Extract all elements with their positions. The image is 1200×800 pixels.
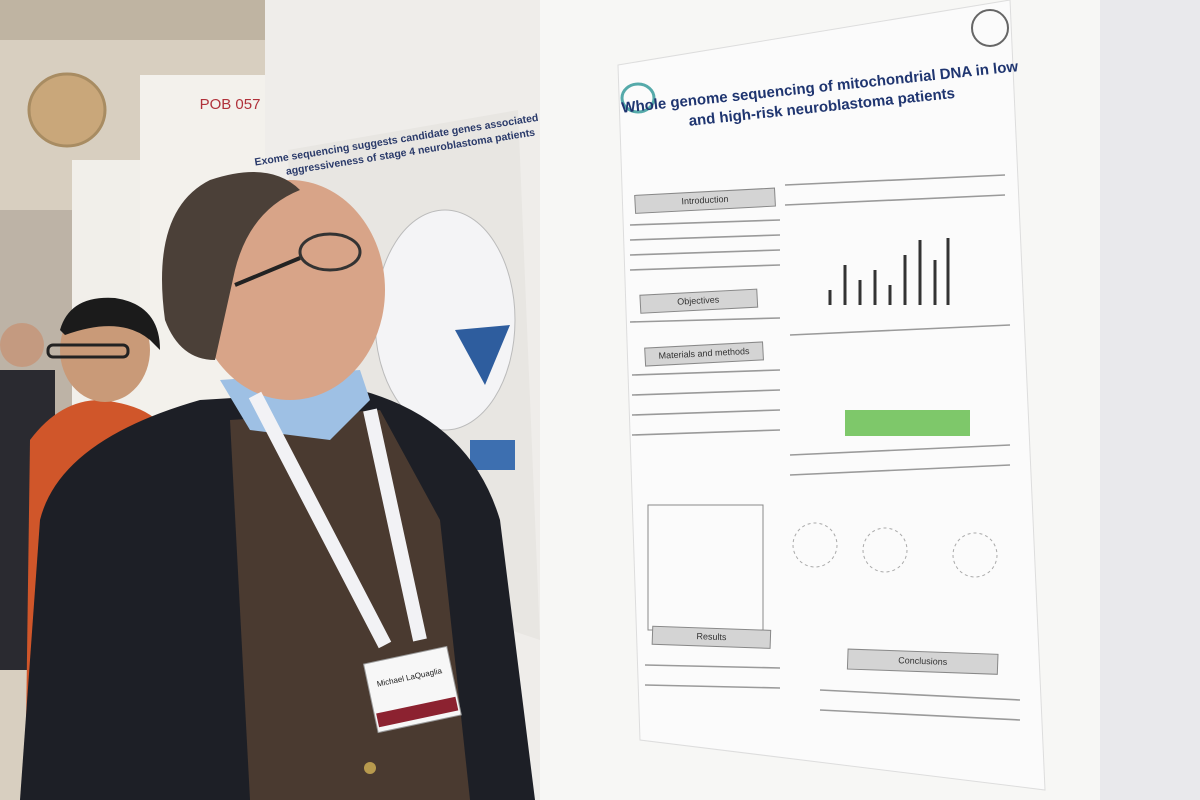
text-line xyxy=(631,369,781,376)
glasses xyxy=(46,343,130,359)
lanyard xyxy=(248,391,427,649)
section-title: Objectives xyxy=(677,294,720,306)
alignment-block xyxy=(845,410,970,436)
section-box xyxy=(639,288,759,314)
glasses-arm xyxy=(234,256,301,287)
trna-structure xyxy=(792,522,838,568)
text-line xyxy=(629,249,781,256)
section-box xyxy=(651,625,772,649)
text-line xyxy=(789,464,1011,476)
text-line xyxy=(784,194,1006,206)
trna-structure xyxy=(862,527,908,573)
side-poster xyxy=(1100,0,1200,800)
text-line xyxy=(644,664,781,669)
logo xyxy=(620,82,656,114)
text-line xyxy=(629,317,781,323)
text-line xyxy=(644,684,781,689)
section-title: Materials and methods xyxy=(658,346,750,361)
hair xyxy=(60,297,160,350)
section-title: Results xyxy=(696,631,727,642)
board-sign: POB 057 xyxy=(200,96,261,113)
section-title: Conclusions xyxy=(898,655,948,667)
button xyxy=(364,762,376,774)
text-line xyxy=(784,174,1006,186)
poster-chart xyxy=(828,238,950,305)
funnel xyxy=(455,325,510,385)
section-title: Introduction xyxy=(681,194,728,206)
text-line xyxy=(629,219,781,226)
text-line xyxy=(631,389,781,396)
text-line xyxy=(789,324,1011,336)
glasses xyxy=(298,232,362,272)
bystander-head xyxy=(0,323,44,367)
section-box xyxy=(846,648,999,675)
badge-stripe xyxy=(376,696,459,728)
poster-figure xyxy=(470,440,515,470)
section-box xyxy=(634,187,776,214)
text-line xyxy=(629,234,781,241)
text-line xyxy=(629,264,781,271)
text-line xyxy=(631,409,781,416)
ceiling xyxy=(0,0,280,40)
text-line xyxy=(819,689,1021,701)
university-logo xyxy=(971,9,1009,47)
hair xyxy=(162,172,300,360)
speaker xyxy=(27,72,107,148)
trna-structure xyxy=(952,532,998,578)
text-line xyxy=(789,444,1011,456)
text-line xyxy=(819,709,1021,721)
section-box xyxy=(644,341,764,367)
body-text xyxy=(629,174,1021,721)
poster-figure xyxy=(374,209,516,431)
text-line xyxy=(631,429,781,436)
